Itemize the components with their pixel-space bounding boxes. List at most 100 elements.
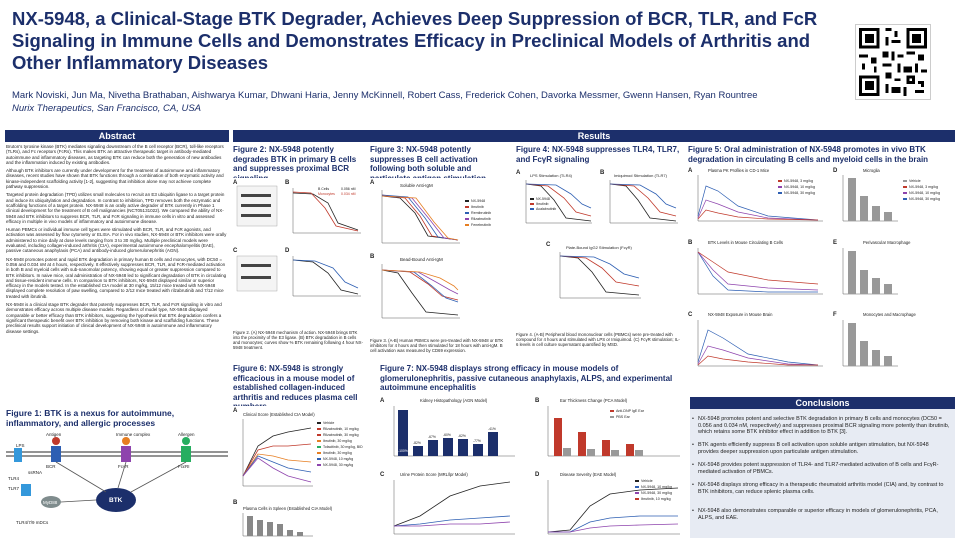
- pbtk-blot-image: [236, 255, 278, 292]
- fig4-legend: Ibrutinib: [536, 202, 549, 206]
- abstract-paragraph: Although BTK inhibitors are currently un…: [6, 168, 224, 190]
- b-cells-curve: [292, 192, 359, 231]
- author-list: Mark Noviski, Jun Ma, Nivetha Brathaban,…: [12, 90, 758, 101]
- figure-1-diagram: Antigen Immune complex Allergen LPS ssRN…: [6, 432, 228, 538]
- fig7-legend: PBS Ear: [616, 415, 631, 419]
- fig1-label: Allergen: [178, 432, 195, 437]
- svg-text:D: D: [833, 168, 838, 174]
- monocytes-curve: [292, 191, 359, 232]
- fig1-label: Antigen: [46, 432, 62, 437]
- fig7-bar-pct: -62%: [458, 434, 466, 438]
- conclusion-item: NX-5948 promotes potent and selective BT…: [692, 416, 950, 436]
- fig1-label: FcγR: [118, 464, 129, 469]
- fig6-legend: Tofacitinib, 30 mg/kg, BID: [323, 445, 363, 449]
- fig3-legend: Remibrutinib: [471, 211, 491, 215]
- fig7-panel-d-title: Disease Severity (EAE Model): [560, 472, 617, 477]
- fig5-legend: NX-5948, 30 mg/kg: [909, 197, 940, 201]
- conclusion-item: NX-5948 displays strong efficacy in a th…: [692, 482, 950, 495]
- fig6-panel-b-title: Plasma Cells in Spleen (Established CIA …: [243, 506, 333, 511]
- svg-text:A: A: [516, 170, 521, 176]
- svg-text:C: C: [688, 312, 693, 318]
- fig1-label: BCR: [46, 464, 56, 469]
- conclusion-item: NX-5948 also demonstrates comparable or …: [692, 508, 950, 521]
- fcgr-receptor-icon: [121, 446, 131, 462]
- fig6-legend: Rilzabrutinib, 10 mg/kg: [323, 427, 359, 431]
- fig1-label: MyD88: [43, 500, 58, 505]
- svg-text:D: D: [285, 248, 290, 254]
- qr-code-icon[interactable]: [855, 24, 931, 100]
- conclusions-header: Conclusions: [690, 397, 955, 409]
- fig5-legend: NX-5948, 30 mg/kg: [784, 191, 815, 195]
- figure-4-title: Figure 4: NX-5948 suppresses TLR4, TLR7,…: [516, 145, 680, 164]
- figure-4-panels: A LPS Stimulation (TLR4) NX-5948 Ibrutin…: [516, 168, 681, 338]
- fig6-panel-a-title: Clinical Score (Established CIA Model): [243, 412, 315, 417]
- dc50-b-cells: 0.056 nM: [341, 187, 356, 191]
- svg-text:C: C: [546, 242, 551, 248]
- results-header: Results: [233, 130, 955, 142]
- figure-4-caption: Figure 4. (A-B) Peripheral blood mononuc…: [516, 332, 680, 347]
- fig3-panel-b-title: Bead-Bound Anti-IgM: [400, 257, 443, 262]
- svg-text:D: D: [535, 472, 540, 478]
- btk-icon: [96, 488, 136, 512]
- abstract-paragraph: Targeted protein degradation (TPD) utili…: [6, 192, 225, 224]
- fig1-label: BTK: [109, 497, 123, 504]
- fig1-label: TLR4: [8, 476, 20, 481]
- conclusion-item: BTK agents efficiently suppress B cell a…: [692, 442, 950, 455]
- fig7-bar-pct: -60%: [443, 433, 451, 437]
- fig7-bar-pct: -82%: [413, 441, 421, 445]
- poster-header: NX-5948, a Clinical-Stage BTK Degrader, …: [0, 0, 960, 124]
- figure-3-caption: Figure 3. (A-B) Human PBMCs were pre-tre…: [370, 338, 504, 353]
- fig1-label: FcεRI: [178, 464, 190, 469]
- fig4-legend: Acalabrutinib: [536, 207, 556, 211]
- fig7-legend2: Vehicle: [641, 479, 653, 483]
- tlr7-receptor-icon: [21, 484, 31, 496]
- svg-text:A: A: [233, 408, 238, 414]
- dc50-monocytes: 0.034 nM: [341, 192, 356, 196]
- figure-5-panels: A Plasma PK Profiles in CD-1 Mice NX-594…: [688, 166, 956, 378]
- fig7-bar-pct: -100%: [398, 449, 408, 453]
- conclusion-item: NX-5948 provides potent suppression of T…: [692, 462, 950, 475]
- fig6-legend: Rilzabrutinib, 30 mg/kg: [323, 433, 359, 437]
- bcr-receptor-icon: [51, 446, 61, 462]
- svg-text:B: B: [285, 180, 290, 186]
- legend-monocytes: Monocytes: [318, 192, 335, 196]
- fig5-legend: NX-5948, 3 mg/kg: [784, 179, 813, 183]
- fig5-legend: NX-5948, 3 mg/kg: [909, 185, 938, 189]
- fig4-legend: NX-5948: [536, 197, 550, 201]
- fig7-panel-a-title: Kidney Histopathology (AGN Model): [420, 398, 488, 403]
- svg-text:B: B: [535, 398, 540, 404]
- fig5-legend: NX-5948, 10 mg/kg: [784, 185, 815, 189]
- affiliation: Nurix Therapeutics, San Francisco, CA, U…: [12, 103, 202, 114]
- svg-text:B: B: [233, 500, 238, 506]
- svg-text:E: E: [833, 240, 837, 246]
- figure-3-panels: A Soluble Anti-IgM NX-5948 Ibrutinib Rem…: [370, 178, 510, 338]
- fig7-legend: Anti-DNP IgE Ear: [616, 409, 645, 413]
- fig1-label: TLR7: [8, 486, 20, 491]
- svg-text:C: C: [233, 248, 238, 254]
- fig7-legend2: NX-5948, 30 mg/kg: [641, 491, 672, 495]
- fig1-label: TLR4/7/9 mDCs: [16, 520, 49, 525]
- fig3-legend: Rilzabrutinib: [471, 217, 491, 221]
- svg-text:A: A: [233, 180, 238, 186]
- tlr4-receptor-icon: [14, 448, 22, 462]
- figure-5-title: Figure 5: Oral administration of NX-5948…: [688, 145, 929, 164]
- svg-text:B: B: [600, 170, 605, 176]
- fig5-panel-a-title: Plasma PK Profiles in CD-1 Mice: [708, 168, 770, 173]
- svg-text:F: F: [833, 312, 837, 318]
- abstract-paragraph: Bruton's tyrosine kinase (BTK) mediates …: [6, 144, 224, 165]
- fig7-panel-c-title: Urine Protein Score (MRL/lpr Model): [400, 472, 468, 477]
- fig3-legend: Fenebrutinib: [471, 223, 491, 227]
- fig4-panel-a-title: LPS Stimulation (TLR4): [530, 173, 573, 178]
- fig7-legend2: Ibrutinib, 10 mg/kg: [641, 497, 671, 501]
- fig5-legend: NX-5948, 10 mg/kg: [909, 191, 940, 195]
- figure-6-panels: A Clinical Score (Established CIA Model)…: [233, 406, 373, 538]
- figure-6-title: Figure 6: NX-5948 is strongly efficaciou…: [233, 364, 358, 411]
- fig3-legend: NX-5948: [471, 199, 485, 203]
- fig6-legend: NX-5948, 10 mg/kg: [323, 457, 353, 461]
- fig7-bar-pct: -67%: [428, 435, 436, 439]
- fig6-legend: NX-5948, 30 mg/kg: [323, 463, 353, 467]
- abstract-paragraph: NX-5948 promotes potent and rapid BTK de…: [6, 256, 227, 299]
- abstract-paragraph: Human PBMCs or individual immune cell ty…: [6, 227, 227, 254]
- fig5-panel-c-title: NX-5948 Exposure in Mouse Brain: [708, 312, 773, 317]
- fig7-bar-pct: -77%: [473, 439, 481, 443]
